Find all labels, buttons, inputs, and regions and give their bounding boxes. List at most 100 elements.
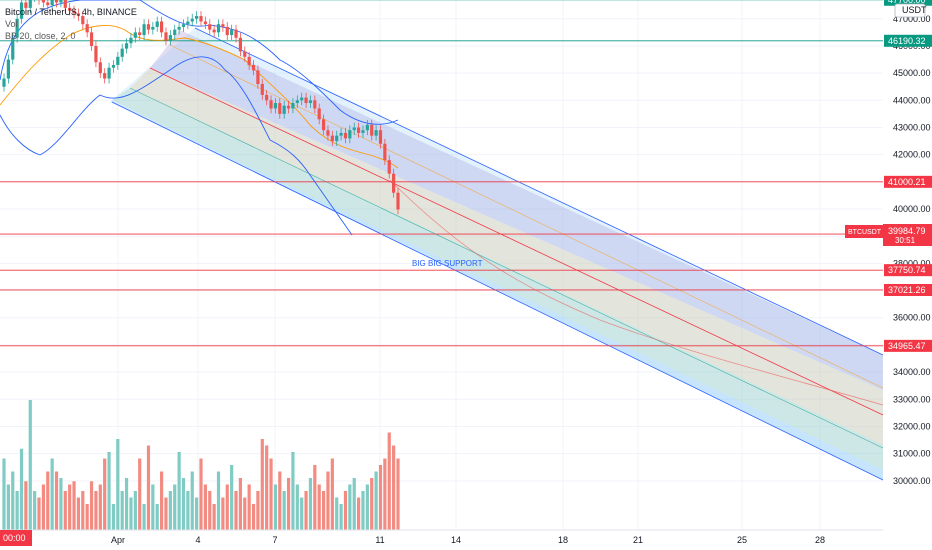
volume-bar <box>54 471 59 530</box>
candle-body <box>129 37 133 44</box>
level-tag-label: 47700.00 <box>888 0 926 5</box>
level-tag-bg <box>884 339 932 352</box>
level-tag-bg <box>884 175 932 188</box>
volume-bar <box>221 497 225 530</box>
candle-body <box>24 2 28 8</box>
channel-outer-band <box>112 28 883 480</box>
candlesticks <box>2 0 400 215</box>
volume-bar <box>76 497 81 530</box>
candle-body <box>181 24 186 27</box>
time-tick-label: 11 <box>375 535 384 545</box>
volume-bar <box>81 491 85 530</box>
candle-body <box>374 130 378 136</box>
candle-body <box>234 29 238 38</box>
candle-body <box>273 103 278 109</box>
candle-body <box>313 100 317 109</box>
time-tick-label: 4 <box>195 535 200 545</box>
current-price-symbol: BTCUSDT <box>848 229 882 236</box>
channel-fill-lower-mid <box>112 88 883 470</box>
volume-bar <box>291 452 295 530</box>
current-price-tag: BTCUSDT 39984.79 30:51 <box>845 224 932 246</box>
price-tick-label: 32000.00 <box>893 421 931 431</box>
candle-body <box>203 21 207 25</box>
support-annotation: BIG BIG SUPPORT <box>412 259 483 268</box>
volume-bar <box>177 452 181 530</box>
candle-body <box>326 130 330 136</box>
candle-body <box>243 51 247 57</box>
volume-bar <box>124 478 129 530</box>
volume-bar <box>396 458 400 530</box>
candle-body <box>177 26 181 30</box>
volume-bar <box>111 504 116 530</box>
level-tag-label: 34965.47 <box>888 341 926 351</box>
legend-bb: BB 20, close, 2, 0 <box>5 31 76 41</box>
candle-body <box>19 2 24 19</box>
volume-bar <box>383 458 387 530</box>
volume-bar <box>286 478 291 530</box>
candle-body <box>208 24 212 30</box>
candle-body <box>260 84 264 95</box>
volume-bar <box>146 445 151 530</box>
price-tick-label: 36000.00 <box>893 313 931 323</box>
candle-body <box>247 56 251 65</box>
candle-body <box>335 135 339 142</box>
volume-bar <box>37 497 41 530</box>
volume-bar <box>212 504 216 530</box>
candle-body <box>265 94 269 101</box>
candle-body <box>2 78 6 87</box>
time-tick-label: 7 <box>272 535 277 545</box>
currency-tag[interactable]: USDT <box>894 3 927 18</box>
volume-bar <box>33 491 37 530</box>
price-tick-label: 45000.00 <box>893 68 931 78</box>
price-tick-label: 38000.00 <box>893 258 931 268</box>
candle-body <box>282 105 286 114</box>
time-corner-tag: 00:00 <box>0 530 32 546</box>
level-tag-bg <box>884 264 932 277</box>
candle-body <box>116 56 120 65</box>
volume-bar <box>68 484 72 530</box>
volume-bar <box>120 491 124 530</box>
candle-body <box>357 127 361 133</box>
current-price-countdown: 30:51 <box>895 236 916 245</box>
channel-lower-mid-line <box>129 87 884 449</box>
price-tick-label: 44000.00 <box>893 95 931 105</box>
candle-body <box>199 16 203 22</box>
volume-bar <box>260 439 264 530</box>
volume-bar <box>330 458 334 530</box>
candle-body <box>317 108 321 120</box>
time-tick-label: 28 <box>815 535 825 545</box>
candle-body <box>238 37 242 52</box>
volume-bar <box>313 465 317 530</box>
volume-bar <box>265 445 269 530</box>
candle-body <box>142 24 146 36</box>
volume-bar <box>94 491 98 530</box>
volume-bar <box>98 484 102 530</box>
volume-bar <box>15 491 19 530</box>
volume-bar <box>28 400 32 530</box>
price-tick-label: 47000.00 <box>893 14 931 24</box>
candle-body <box>212 29 216 33</box>
volume-bar <box>85 504 89 530</box>
candle-body <box>63 0 67 8</box>
moving-average <box>0 24 399 169</box>
volume-bar <box>365 484 369 530</box>
volume-bar <box>2 458 6 530</box>
time-axis[interactable] <box>0 529 932 550</box>
volume-bar <box>251 504 256 530</box>
volume-bar <box>173 484 177 530</box>
volume-bar <box>321 491 326 530</box>
volume-bar <box>195 497 199 530</box>
candle-body <box>348 130 352 139</box>
candle-body <box>339 132 343 136</box>
candle-body <box>98 62 102 74</box>
channel-lower-edge <box>111 101 884 481</box>
time-tick-label: 18 <box>558 535 568 545</box>
volume-bar <box>190 471 194 530</box>
volume-bar <box>181 478 186 530</box>
volume-bar <box>216 471 221 530</box>
candle-body <box>46 2 50 6</box>
candle-body <box>256 70 260 84</box>
volume-bar <box>116 439 120 530</box>
price-tick-label: 43000.00 <box>893 122 931 132</box>
